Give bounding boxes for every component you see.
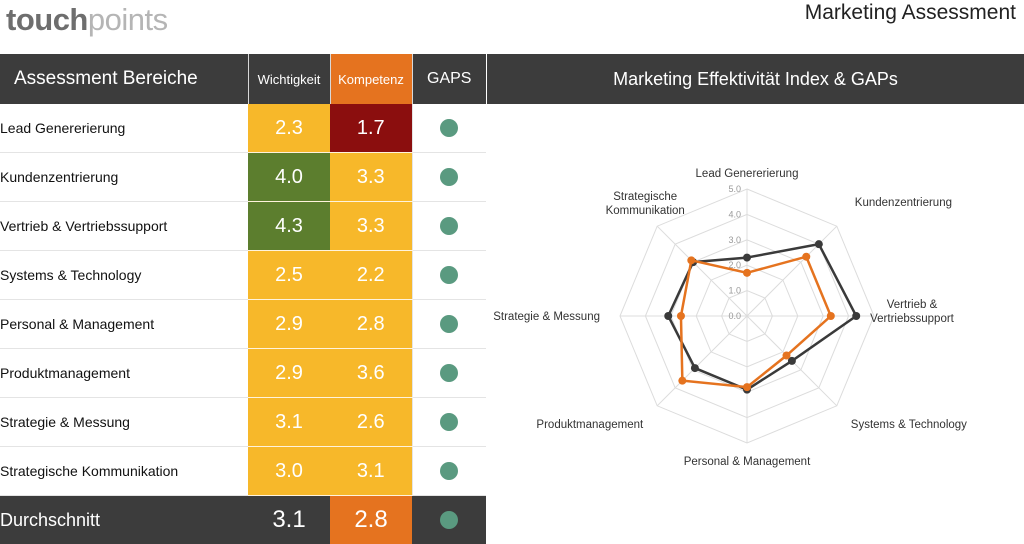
average-gap bbox=[412, 495, 486, 544]
radar-series-2-point bbox=[676, 312, 685, 320]
header-gaps: GAPS bbox=[412, 54, 486, 104]
gap-status-dot bbox=[440, 216, 459, 235]
radar-tick-label: 4.0 bbox=[728, 209, 741, 219]
row-label: Strategische Kommunikation bbox=[0, 446, 248, 496]
gap-cell bbox=[411, 446, 486, 496]
radar-series-2-point bbox=[826, 312, 835, 320]
chart-title: Marketing Effektivität Index & GAPs bbox=[487, 54, 1024, 104]
gap-status-dot bbox=[440, 265, 459, 284]
radar-tick-label: 0.0 bbox=[728, 311, 741, 321]
importance-value: 2.9 bbox=[248, 348, 330, 398]
table-row: Strategie & Messung 3.1 2.6 bbox=[0, 397, 486, 447]
gap-status-dot bbox=[440, 167, 459, 186]
importance-value: 4.0 bbox=[248, 152, 330, 202]
table-row: Kundenzentrierung 4.0 3.3 bbox=[0, 152, 486, 202]
gap-status-dot bbox=[440, 510, 458, 529]
importance-value: 4.3 bbox=[248, 201, 330, 251]
radar-series-1-point bbox=[690, 364, 699, 373]
header-competence: Kompetenz bbox=[330, 54, 413, 104]
radar-tick-label: 2.0 bbox=[728, 260, 741, 270]
importance-value: 2.5 bbox=[248, 250, 330, 300]
gap-cell bbox=[411, 299, 486, 349]
radar-axis-line bbox=[746, 225, 838, 317]
radar-series-2-point bbox=[743, 268, 751, 277]
page-title: Marketing Assessment bbox=[804, 1, 1016, 24]
gap-status-dot bbox=[440, 412, 459, 431]
radar-series-2-point bbox=[687, 256, 696, 265]
radar-axis-line bbox=[656, 225, 748, 317]
gap-status-dot bbox=[440, 314, 459, 333]
radar-series-1-point bbox=[814, 240, 823, 249]
row-label: Vertrieb & Vertriebssupport bbox=[0, 201, 248, 251]
average-competence: 2.8 bbox=[330, 495, 412, 544]
competence-value: 3.6 bbox=[330, 348, 412, 398]
row-label: Personal & Management bbox=[0, 299, 248, 349]
table-row: Lead Genererierung 2.3 1.7 bbox=[0, 104, 486, 153]
gap-cell bbox=[411, 397, 486, 447]
header-assessment-areas: Assessment Bereiche bbox=[0, 54, 249, 104]
row-label: Produktmanagement bbox=[0, 348, 248, 398]
radar-series-1-point bbox=[743, 253, 751, 262]
average-label: Durchschnitt bbox=[0, 495, 248, 544]
radar-axis-label: Systems & Technology bbox=[851, 419, 967, 431]
table-header-row: Assessment Bereiche Wichtigkeit Kompeten… bbox=[0, 54, 486, 104]
gap-status-dot bbox=[440, 118, 459, 137]
table-row: Personal & Management 2.9 2.8 bbox=[0, 299, 486, 349]
gap-cell bbox=[411, 104, 486, 153]
radar-series-2-point bbox=[782, 351, 791, 360]
gap-cell bbox=[411, 348, 486, 398]
radar-axis-label: Personal & Management bbox=[684, 456, 811, 468]
radar-axis-label: Strategie & Messung bbox=[493, 311, 600, 323]
gap-status-dot bbox=[440, 363, 459, 382]
table-row: Systems & Technology 2.5 2.2 bbox=[0, 250, 486, 300]
average-importance: 3.1 bbox=[248, 495, 330, 544]
table-row: Vertrieb & Vertriebssupport 4.3 3.3 bbox=[0, 201, 486, 251]
gap-status-dot bbox=[440, 461, 459, 480]
average-row: Durchschnitt 3.1 2.8 bbox=[0, 495, 486, 544]
competence-value: 2.8 bbox=[330, 299, 412, 349]
importance-value: 2.9 bbox=[248, 299, 330, 349]
radar-series-2-line bbox=[679, 255, 833, 389]
importance-value: 2.3 bbox=[248, 104, 330, 153]
radar-chart: 0.0 1.0 2.0 3.0 4.0 5.0 Lead Genererierung Kund… bbox=[493, 168, 967, 468]
radar-series-2-point bbox=[743, 383, 751, 392]
assessment-table: Assessment Bereiche Wichtigkeit Kompeten… bbox=[0, 54, 486, 544]
radar-axis-label: Lead Genererierung bbox=[696, 168, 799, 180]
gap-cell bbox=[411, 201, 486, 251]
radar-axis-label: Strategische Kommunikation bbox=[606, 191, 685, 217]
row-label: Systems & Technology bbox=[0, 250, 248, 300]
radar-series-2-point bbox=[678, 376, 687, 385]
gap-cell bbox=[411, 152, 486, 202]
radar-axis-label: Produktmanagement bbox=[536, 419, 644, 431]
radar-axis-line bbox=[656, 315, 748, 407]
competence-value: 3.3 bbox=[330, 152, 412, 202]
radar-axis-label: Vertrieb & Vertriebssupport bbox=[870, 299, 955, 325]
radar-series-1-point bbox=[852, 312, 861, 320]
radar-tick-label: 5.0 bbox=[728, 184, 741, 194]
row-label: Lead Genererierung bbox=[0, 104, 248, 153]
competence-value: 3.1 bbox=[330, 446, 412, 496]
header-importance: Wichtigkeit bbox=[248, 54, 331, 104]
radar-axis-label: Kundenzentrierung bbox=[855, 197, 952, 209]
logo-part-points: points bbox=[87, 2, 168, 37]
radar-tick-label: 3.0 bbox=[728, 235, 741, 245]
table-row: Produktmanagement 2.9 3.6 bbox=[0, 348, 486, 398]
competence-value: 2.6 bbox=[330, 397, 412, 447]
radar-series-2-point bbox=[802, 252, 811, 261]
row-label: Strategie & Messung bbox=[0, 397, 248, 447]
touchpoints-logo: touchpoints bbox=[6, 2, 168, 38]
radar-series-1-point bbox=[664, 312, 673, 320]
logo-part-touch: touch bbox=[6, 2, 88, 37]
radar-tick-label: 1.0 bbox=[728, 286, 741, 296]
competence-value: 1.7 bbox=[330, 104, 412, 153]
gap-cell bbox=[411, 250, 486, 300]
competence-value: 3.3 bbox=[330, 201, 412, 251]
radar-series-1-point bbox=[787, 356, 796, 365]
table-row: Strategische Kommunikation 3.0 3.1 bbox=[0, 446, 486, 496]
importance-value: 3.0 bbox=[248, 446, 330, 496]
row-label: Kundenzentrierung bbox=[0, 152, 248, 202]
competence-value: 2.2 bbox=[330, 250, 412, 300]
importance-value: 3.1 bbox=[248, 397, 330, 447]
